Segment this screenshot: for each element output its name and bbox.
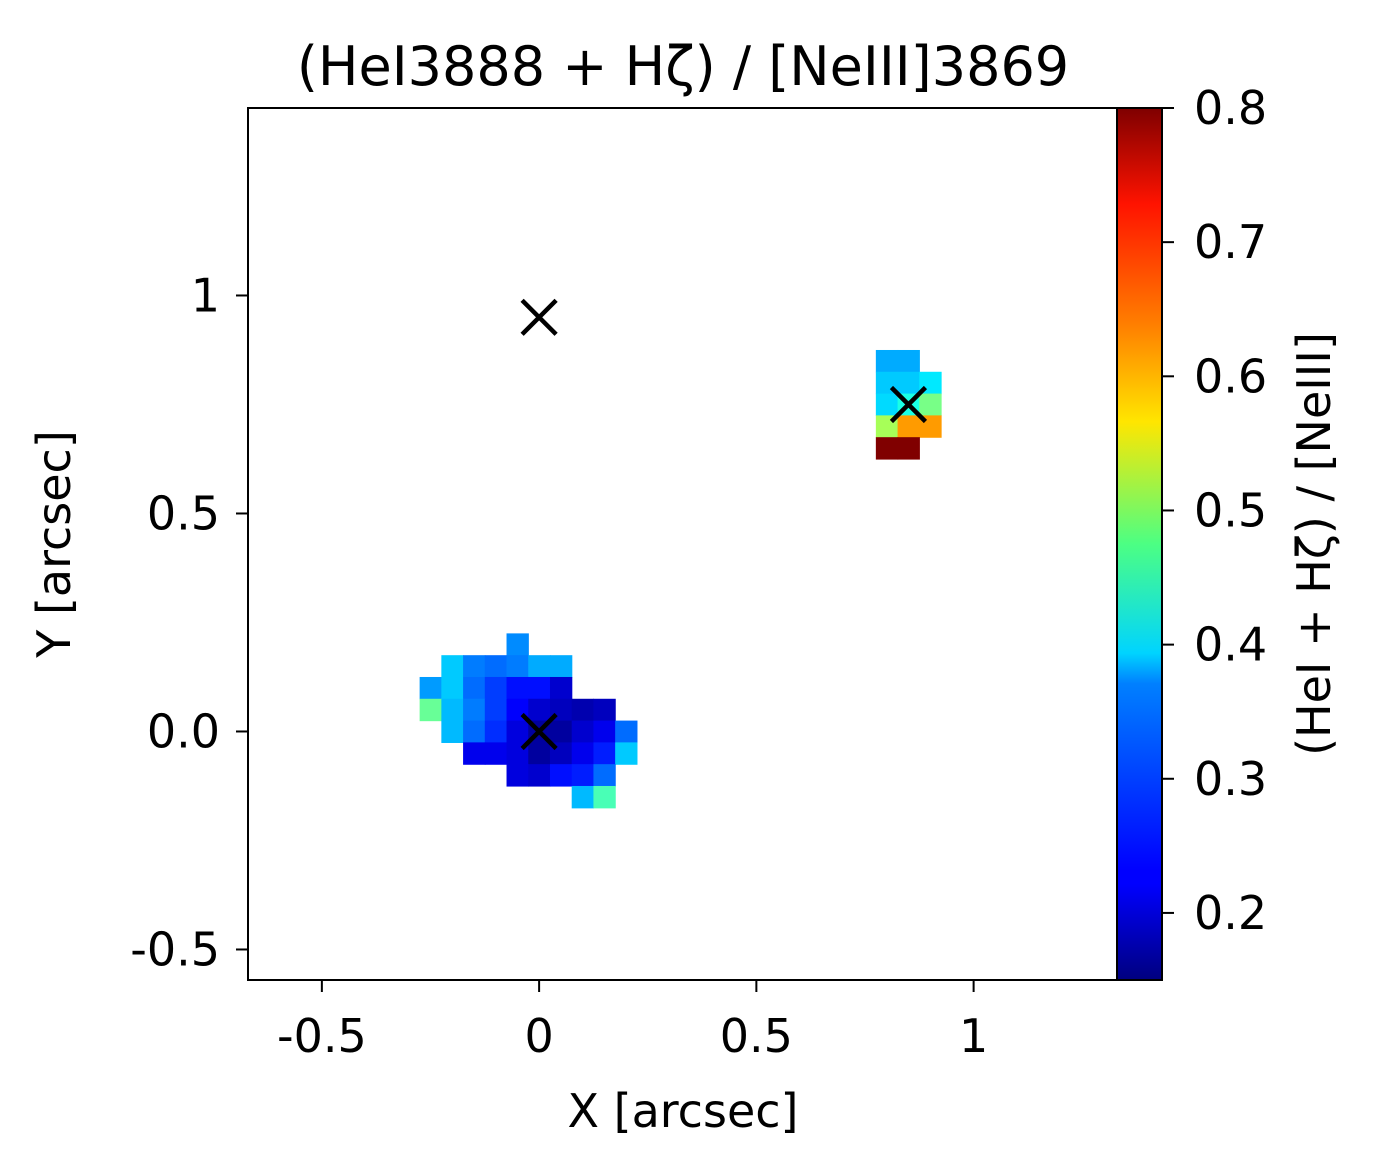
heatmap-pixel bbox=[897, 349, 920, 373]
heatmap-pixel bbox=[528, 655, 551, 678]
colorbar-tick-label: 0.8 bbox=[1194, 81, 1267, 135]
heatmap-pixel bbox=[506, 655, 529, 678]
heatmap-pixel bbox=[875, 437, 899, 460]
heatmap-pixels bbox=[419, 349, 942, 809]
heatmap-pixel bbox=[571, 720, 595, 743]
y-axis-label: Y [arcsec] bbox=[27, 430, 81, 659]
chart-title: (HeI3888 + Hζ) / [NeIII]3869 bbox=[297, 35, 1069, 98]
heatmap-pixel bbox=[593, 720, 616, 743]
heatmap-pixel bbox=[441, 698, 464, 722]
x-marker bbox=[520, 712, 558, 751]
colorbar-label: (HeI + Hζ) / [NeIII] bbox=[1287, 332, 1341, 756]
x-tick-label: 0 bbox=[524, 1009, 553, 1063]
colorbar bbox=[1116, 107, 1163, 981]
heatmap-pixel bbox=[419, 676, 442, 700]
heatmap-pixel bbox=[549, 720, 573, 743]
heatmap-pixel bbox=[484, 655, 508, 678]
heatmap-pixel bbox=[593, 698, 616, 722]
heatmap-pixel bbox=[484, 676, 508, 700]
heatmap-pixel bbox=[571, 742, 595, 765]
heatmap-pixel bbox=[506, 633, 529, 656]
heatmap-pixel bbox=[919, 393, 942, 416]
colorbar-tick-label: 0.3 bbox=[1194, 752, 1267, 806]
heatmap-pixel bbox=[897, 371, 920, 395]
x-axis-ticks: -0.5 0 0.5 1 bbox=[277, 980, 988, 1063]
heatmap-pixel bbox=[463, 676, 486, 700]
y-tick-label: -0.5 bbox=[130, 922, 220, 976]
heatmap-pixel bbox=[593, 785, 616, 809]
heatmap-pixel bbox=[528, 742, 551, 765]
heatmap-pixel bbox=[528, 764, 551, 787]
heatmap-pixel bbox=[528, 676, 551, 700]
heatmap-pixel bbox=[615, 742, 638, 765]
x-marker bbox=[520, 298, 558, 336]
heatmap-pixel bbox=[615, 720, 638, 743]
x-tick-label: -0.5 bbox=[277, 1009, 367, 1063]
heatmap-pixel bbox=[897, 437, 920, 460]
y-axis-ticks: -0.5 0.0 0.5 1 bbox=[130, 268, 248, 976]
heatmap-pixel bbox=[463, 698, 486, 722]
heatmap-pixel bbox=[549, 764, 573, 787]
heatmap-pixel bbox=[506, 676, 529, 700]
colorbar-tick-label: 0.6 bbox=[1194, 349, 1267, 403]
heatmap-pixel bbox=[875, 349, 899, 373]
colorbar-tick-label: 0.7 bbox=[1194, 215, 1267, 269]
plot-frame bbox=[247, 107, 1118, 981]
heatmap-pixel bbox=[463, 742, 486, 765]
heatmap-pixel bbox=[484, 698, 508, 722]
markers bbox=[520, 298, 928, 751]
heatmap-pixel bbox=[441, 720, 464, 743]
heatmap-pixel bbox=[571, 764, 595, 787]
heatmap-pixel bbox=[528, 698, 551, 722]
heatmap-pixel bbox=[463, 655, 486, 678]
y-tick-label: 0.5 bbox=[147, 486, 220, 540]
y-tick-label: 1 bbox=[191, 268, 220, 322]
heatmap-pixel bbox=[506, 764, 529, 787]
x-marker bbox=[889, 385, 928, 424]
heatmap-pixel bbox=[506, 720, 529, 743]
heatmap-pixel bbox=[571, 698, 595, 722]
colorbar-ticks: 0.2 0.3 0.4 0.5 0.6 0.7 0.8 bbox=[1162, 81, 1267, 940]
heatmap-pixel bbox=[463, 720, 486, 743]
colorbar-tick-label: 0.5 bbox=[1194, 483, 1267, 537]
x-axis-label: X [arcsec] bbox=[568, 1084, 799, 1138]
heatmap-pixel bbox=[419, 698, 442, 722]
heatmap-pixel bbox=[441, 655, 464, 678]
heatmap-pixel bbox=[484, 742, 508, 765]
heatmap-pixel bbox=[897, 415, 920, 438]
heatmap-pixel bbox=[441, 676, 464, 700]
colorbar-tick-label: 0.4 bbox=[1194, 618, 1267, 672]
heatmap-pixel bbox=[549, 655, 573, 678]
heatmap-pixel bbox=[875, 393, 899, 416]
heatmap-pixel bbox=[593, 742, 616, 765]
heatmap-pixel bbox=[484, 720, 508, 743]
x-tick-label: 0.5 bbox=[720, 1009, 793, 1063]
x-tick-label: 1 bbox=[959, 1009, 988, 1063]
heatmap-pixel bbox=[571, 785, 595, 809]
colorbar-tick-label: 0.2 bbox=[1194, 886, 1267, 940]
heatmap-pixel bbox=[549, 676, 573, 700]
y-tick-label: 0.0 bbox=[147, 704, 220, 758]
heatmap-pixel bbox=[593, 764, 616, 787]
